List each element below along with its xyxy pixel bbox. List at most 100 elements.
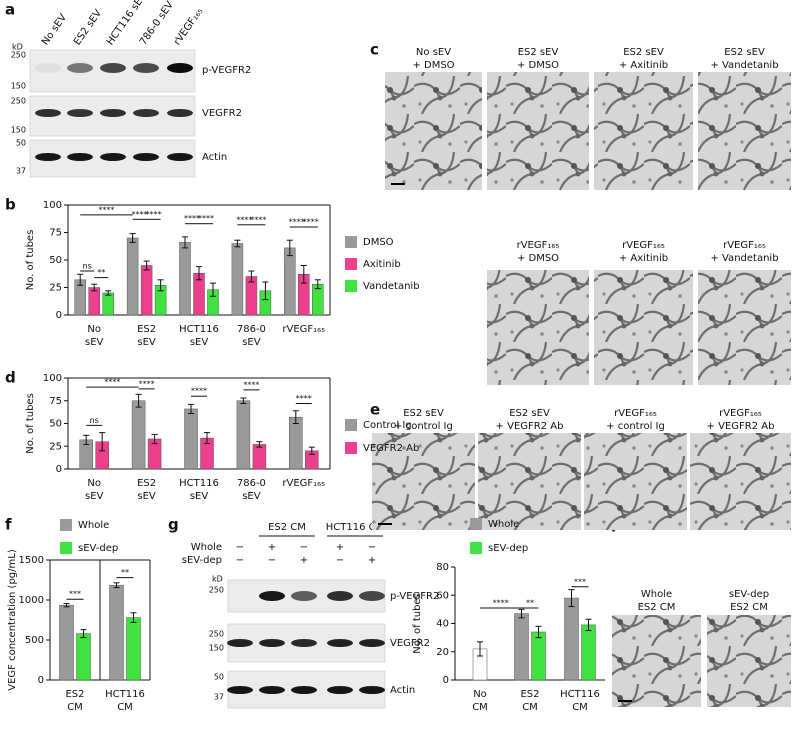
legend-swatch: [345, 442, 357, 454]
kd-label: kD: [12, 43, 23, 52]
condition-label: Whole: [191, 542, 222, 553]
y-tick-label: 0: [38, 675, 44, 686]
caption: + DMSO: [517, 253, 559, 264]
caption: No sEV: [416, 47, 451, 58]
error-bar: [240, 397, 247, 404]
blot-band: [167, 153, 193, 161]
x-tick-label: No: [87, 478, 101, 489]
marker-label: 150: [11, 82, 26, 91]
x-tick-label: ES2: [65, 689, 84, 700]
x-tick-label: CM: [472, 702, 488, 713]
micrograph: [594, 72, 693, 190]
y-tick-label: 0: [443, 675, 449, 686]
blot-band: [291, 591, 317, 601]
bar: [179, 242, 191, 316]
error-bar: [130, 612, 137, 623]
micrograph: [707, 615, 791, 707]
x-tick-label: 786-0: [237, 324, 266, 335]
bar: [252, 444, 267, 470]
marker-label: 50: [16, 139, 26, 148]
caption: + Vandetanib: [710, 253, 778, 264]
significance-label: ****: [243, 380, 259, 389]
caption: ES2 sEV: [509, 408, 550, 419]
caption: rVEGF₁₆₅: [517, 240, 560, 251]
caption: ES2 CM: [638, 602, 676, 613]
caption: rVEGF₁₆₅: [723, 240, 766, 251]
bar: [514, 613, 529, 681]
bar: [184, 408, 198, 470]
micrograph: [690, 433, 791, 530]
error-bar: [314, 279, 321, 290]
caption: + VEGFR2 Ab: [707, 421, 775, 432]
blot-band: [133, 63, 159, 73]
x-tick-label: No: [87, 324, 101, 335]
caption: sEV-dep: [729, 589, 769, 600]
blot-band: [291, 686, 317, 694]
blot-band: [327, 639, 353, 647]
blot-band: [67, 153, 93, 161]
significance-label: ****: [184, 214, 200, 223]
blot-band: [167, 63, 193, 73]
blot-band: [259, 591, 285, 601]
x-tick-label: 786-0: [237, 478, 266, 489]
caption: + Vandetanib: [710, 60, 778, 71]
caption: + Axitinib: [619, 253, 668, 264]
y-tick-label: 100: [43, 373, 62, 384]
legend-label: DMSO: [363, 237, 394, 248]
panel-label: e: [370, 401, 380, 419]
caption: ES2 sEV: [518, 47, 559, 58]
x-tick-label: sEV: [242, 491, 261, 502]
row-label: VEGFR2: [390, 638, 430, 649]
legend-swatch: [345, 258, 357, 270]
error-bar: [143, 260, 150, 271]
y-tick-label: 75: [49, 396, 62, 407]
condition-sign: −: [236, 542, 244, 553]
bar: [581, 624, 596, 681]
legend-label: Vandetanib: [363, 281, 420, 292]
legend-swatch: [60, 519, 72, 531]
significance-label: ***: [574, 577, 586, 586]
x-tick-label: sEV: [190, 491, 209, 502]
caption: + DMSO: [517, 60, 559, 71]
caption: rVEGF₁₆₅: [622, 240, 665, 251]
blot-band: [100, 153, 126, 161]
significance-label: ****: [191, 387, 207, 396]
blot-band: [167, 109, 193, 117]
blot-band: [133, 153, 159, 161]
blot-band: [227, 639, 253, 647]
bar: [109, 584, 124, 681]
panel-label: f: [5, 516, 12, 534]
y-axis-label: No. of tubes: [25, 230, 36, 291]
blot-band: [67, 109, 93, 117]
y-tick-label: 1500: [19, 555, 44, 566]
bar: [76, 633, 91, 681]
error-bar: [292, 410, 299, 424]
bar: [126, 617, 141, 681]
condition-sign: −: [236, 555, 244, 566]
blot-band: [291, 639, 317, 647]
lane-label: ES2 sEV: [72, 8, 104, 48]
legend-label: Control Ig: [363, 420, 412, 431]
blot-band: [359, 639, 385, 647]
error-bar: [210, 282, 216, 297]
caption: ES2 CM: [730, 602, 768, 613]
marker-label: 250: [11, 51, 26, 60]
micrograph: [372, 433, 475, 530]
blot-band: [35, 63, 61, 73]
condition-sign: +: [268, 542, 276, 553]
error-bar: [151, 433, 158, 445]
significance-label: ns: [90, 416, 99, 425]
y-tick-label: 0: [56, 464, 62, 475]
micrograph: [612, 615, 701, 707]
micrograph: [385, 72, 482, 190]
x-tick-label: sEV: [85, 337, 104, 348]
significance-label: **: [121, 568, 129, 577]
y-tick-label: 60: [436, 590, 449, 601]
y-tick-label: 40: [436, 619, 449, 630]
panel-label: b: [5, 196, 16, 214]
error-bar: [83, 434, 90, 445]
panel-label: a: [5, 1, 15, 19]
y-axis-label: No. of tubes: [25, 393, 36, 454]
condition-sign: +: [368, 555, 376, 566]
group-label: ES2 CM: [268, 522, 306, 533]
